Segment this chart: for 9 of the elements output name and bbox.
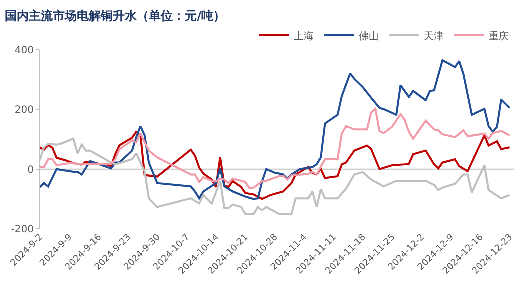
y-tick-label: 400 xyxy=(14,46,34,56)
y-tick-label: 0 xyxy=(28,164,34,176)
chart-title: 国内主流市场电解铜升水（单位：元/吨） xyxy=(5,9,226,24)
legend-label: 重庆 xyxy=(489,30,509,42)
legend-label: 天津 xyxy=(424,30,444,42)
y-tick-label: -200 xyxy=(11,224,34,236)
legend-label: 上海 xyxy=(294,30,314,42)
y-tick-label: 200 xyxy=(14,105,34,116)
legend-label: 佛山 xyxy=(359,30,379,42)
